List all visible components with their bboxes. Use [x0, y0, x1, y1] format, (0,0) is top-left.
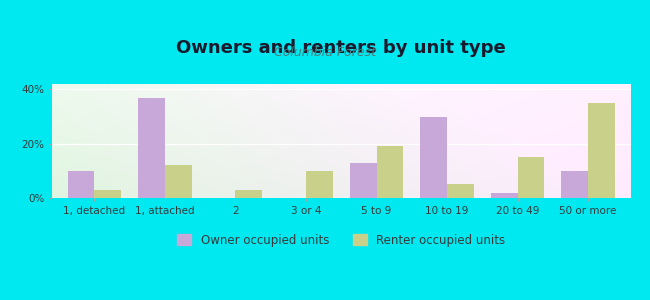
Bar	[562, 171, 588, 198]
Bar	[68, 171, 94, 198]
Bar	[306, 171, 333, 198]
Bar	[376, 146, 404, 198]
Bar	[94, 190, 121, 198]
Bar	[421, 117, 447, 198]
Bar	[491, 193, 517, 198]
Text: Columbia Forest: Columbia Forest	[274, 46, 376, 59]
Bar	[588, 103, 615, 198]
Bar	[138, 98, 165, 198]
Bar	[447, 184, 474, 198]
Title: Owners and renters by unit type: Owners and renters by unit type	[176, 39, 506, 57]
Bar	[235, 190, 262, 198]
Bar	[165, 165, 192, 198]
Legend: Owner occupied units, Renter occupied units: Owner occupied units, Renter occupied un…	[172, 229, 510, 251]
Bar	[517, 157, 545, 198]
Bar	[350, 163, 376, 198]
